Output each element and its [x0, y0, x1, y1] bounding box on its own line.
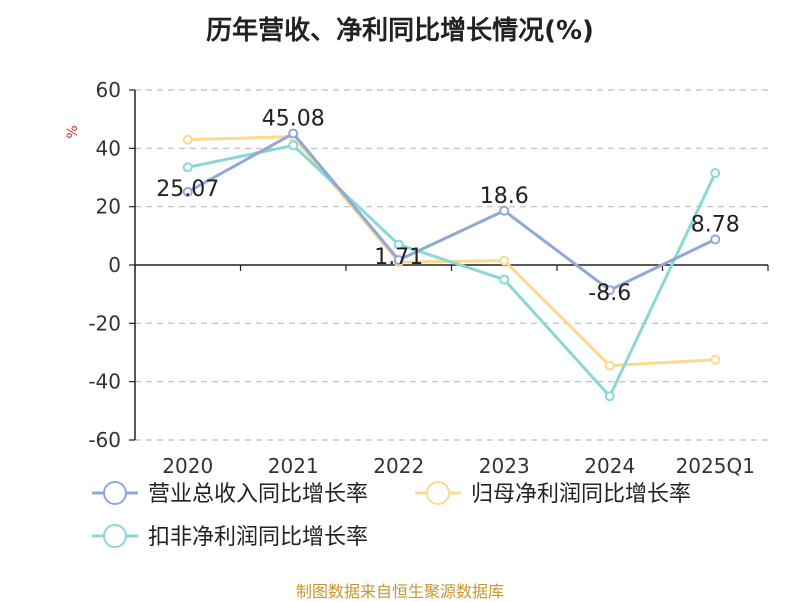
data-point [182, 134, 193, 145]
legend-item: 营业总收入同比增长率 [92, 481, 368, 507]
data-label: 45.08 [262, 107, 325, 132]
series-line [187, 143, 717, 398]
chart-title: 历年营收、净利同比增长情况(%) [206, 16, 594, 46]
data-label: 1.71 [374, 245, 423, 270]
x-tick-label: 2022 [373, 454, 424, 478]
y-tick-label: 20 [96, 195, 121, 219]
data-point [710, 354, 721, 365]
x-tick-label: 2025Q1 [676, 454, 755, 478]
x-tick-label: 2024 [584, 454, 635, 478]
legend-label: 扣非净利润同比增长率 [148, 525, 368, 550]
legend-item: 扣非净利润同比增长率 [92, 524, 368, 550]
x-tick-label: 2023 [479, 454, 530, 478]
data-point [499, 255, 510, 266]
y-axis-unit: % [65, 125, 81, 138]
data-label: 18.6 [480, 184, 529, 209]
data-point [393, 239, 404, 250]
legend-label: 营业总收入同比增长率 [148, 482, 368, 507]
series-lines [182, 128, 721, 402]
data-label: -8.6 [588, 281, 631, 306]
data-point [710, 234, 721, 245]
y-tick-label: 40 [96, 136, 121, 160]
y-tick-label: -60 [88, 428, 121, 452]
data-label: 25.07 [156, 177, 219, 202]
data-point [710, 168, 721, 179]
y-tick-label: -20 [88, 311, 121, 335]
x-tick-label: 2020 [162, 454, 213, 478]
data-point [182, 162, 193, 173]
data-point [182, 186, 193, 197]
data-point [604, 285, 615, 296]
data-labels: 25.07 45.08 1.71 18.6 -8.6 8.78 [156, 107, 739, 307]
data-point [499, 205, 510, 216]
y-tick-label: -40 [88, 370, 121, 394]
y-tick-label: 60 [96, 78, 121, 102]
series-line [187, 135, 716, 368]
axes: 60 40 20 0 -20 -40 -60% 2020 2021 2022 2023 2024 202… [65, 78, 769, 478]
y-tick-label: 0 [108, 253, 121, 277]
legend-label: 归母净利润同比增长率 [471, 482, 691, 507]
data-point [288, 140, 299, 151]
data-point [499, 274, 510, 285]
data-point [604, 391, 615, 402]
data-point [604, 360, 615, 371]
data-label: 8.78 [691, 212, 740, 237]
legend-marker-icon [103, 524, 127, 548]
x-tick-label: 2021 [268, 454, 319, 478]
data-point [288, 128, 299, 139]
legend-marker-icon [103, 481, 127, 505]
data-point [393, 255, 404, 266]
legend-marker-icon [426, 481, 450, 505]
legend-item: 归母净利润同比增长率 [415, 481, 691, 507]
series-line [187, 132, 716, 292]
source-footer: 制图数据来自恒生聚源数据库 [295, 582, 504, 601]
